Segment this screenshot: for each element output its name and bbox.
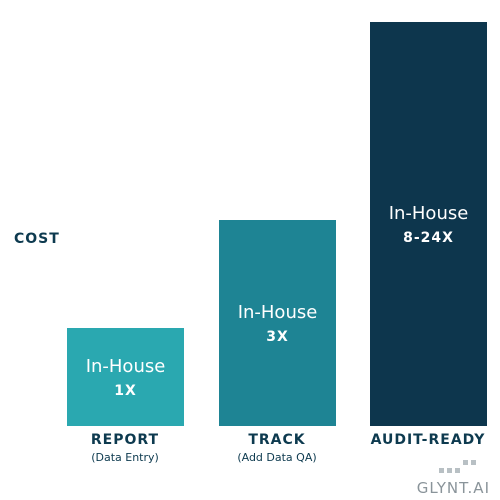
category-label: AUDIT-READY: [370, 432, 486, 448]
logo-mark: [455, 468, 460, 473]
category-label: REPORT: [90, 432, 160, 448]
subcategory-label: (Add Data QA): [237, 451, 317, 464]
bar-label: In-House: [237, 301, 318, 323]
bar: In-House 1X: [67, 328, 184, 426]
bar: In-House 8-24X: [370, 22, 487, 426]
category-label: TRACK: [248, 432, 306, 448]
bar-multiplier: 3X: [266, 328, 289, 345]
logo-mark: [439, 468, 444, 473]
subcategory-label: (Data Entry): [91, 451, 159, 464]
logo-mark: [463, 460, 468, 465]
bar-label: In-House: [388, 202, 469, 224]
bar-label: In-House: [85, 355, 166, 377]
bar-multiplier: 1X: [114, 382, 137, 399]
bar: In-House 3X: [219, 220, 336, 426]
bar-multiplier: 8-24X: [403, 229, 454, 246]
logo: GLYNT.AI: [416, 479, 490, 497]
logo-mark: [471, 460, 476, 465]
logo-mark: [447, 468, 452, 473]
axis-label: COST: [14, 231, 60, 247]
